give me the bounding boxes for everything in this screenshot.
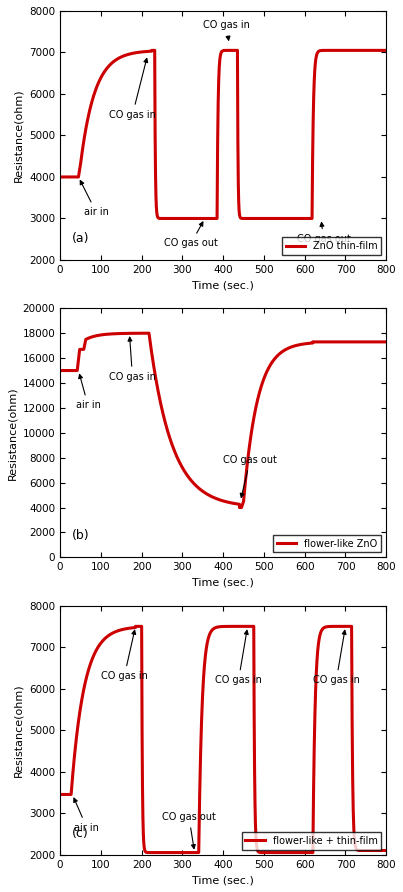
Legend: flower-like + thin-film: flower-like + thin-film <box>241 832 381 850</box>
Text: air in: air in <box>74 798 99 832</box>
Y-axis label: Resistance(ohm): Resistance(ohm) <box>14 88 23 182</box>
Y-axis label: Resistance(ohm): Resistance(ohm) <box>14 683 23 777</box>
Text: CO gas out: CO gas out <box>297 222 351 244</box>
Text: CO gas in: CO gas in <box>101 631 148 681</box>
Text: CO gas in: CO gas in <box>215 631 262 685</box>
Text: (a): (a) <box>71 232 89 245</box>
Text: air in: air in <box>76 375 100 410</box>
Legend: flower-like ZnO: flower-like ZnO <box>273 534 381 552</box>
Text: CO gas out: CO gas out <box>223 455 277 498</box>
X-axis label: Time (sec.): Time (sec.) <box>192 280 254 291</box>
Y-axis label: Resistance(ohm): Resistance(ohm) <box>7 386 17 480</box>
X-axis label: Time (sec.): Time (sec.) <box>192 875 254 885</box>
Text: (c): (c) <box>71 827 88 839</box>
X-axis label: Time (sec.): Time (sec.) <box>192 578 254 588</box>
Text: CO gas out: CO gas out <box>164 222 218 248</box>
Legend: ZnO thin-film: ZnO thin-film <box>282 237 381 255</box>
Text: CO gas out: CO gas out <box>162 813 216 848</box>
Text: CO gas in: CO gas in <box>109 337 156 382</box>
Text: air in: air in <box>80 180 109 218</box>
Text: CO gas in: CO gas in <box>109 58 156 120</box>
Text: CO gas in: CO gas in <box>313 631 360 685</box>
Text: CO gas in: CO gas in <box>203 21 250 40</box>
Text: (b): (b) <box>71 529 89 542</box>
